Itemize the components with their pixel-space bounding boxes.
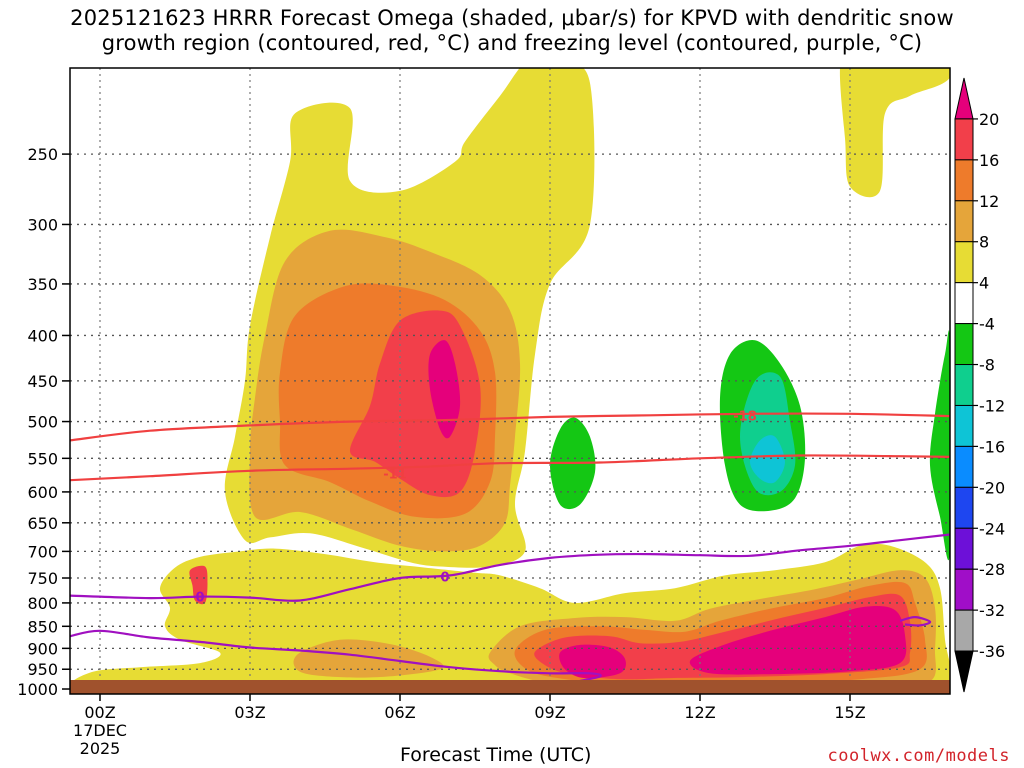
colorbar-band-bottom — [954, 650, 974, 693]
y-tick-label-300: 300 — [27, 215, 58, 234]
y-tick-label-1000: 1000 — [17, 680, 58, 699]
y-tick-label-250: 250 — [27, 145, 58, 164]
freezing-contour-0 — [70, 533, 950, 602]
omega-region-neg8-20 — [929, 330, 950, 561]
colorbar-label-3: 8 — [979, 233, 989, 252]
colorbar-band-9 — [954, 445, 974, 488]
omega-region-pos20-6 — [428, 340, 461, 439]
x-axis-label: Forecast Time (UTC) — [400, 744, 592, 766]
colorbar-label-8: -16 — [979, 437, 1005, 456]
y-tick-label-650: 650 — [27, 514, 58, 533]
x-date-label-day: 17DEC — [73, 721, 127, 740]
chart-title-line2: growth region (contoured, red, °C) and f… — [101, 31, 923, 55]
y-tick-label-800: 800 — [27, 594, 58, 613]
omega-region-pos4-2 — [839, 68, 950, 198]
y-tick-label-350: 350 — [27, 275, 58, 294]
y-tick-label-400: 400 — [27, 326, 58, 345]
y-tick-label-450: 450 — [27, 372, 58, 391]
dgz-contour-0 — [70, 412, 950, 442]
colorbar-band-3 — [954, 200, 974, 243]
y-tick-label-550: 550 — [27, 449, 58, 468]
x-tick-label-9: 09Z — [534, 703, 565, 722]
colorbar-band-13 — [954, 609, 974, 652]
omega-region-pos16-13 — [189, 565, 208, 605]
dgz-contour-label-1: -11 — [383, 467, 407, 482]
y-tick-label-850: 850 — [27, 617, 58, 636]
x-date-label-year: 2025 — [80, 739, 121, 758]
colorbar-label-13: -36 — [979, 642, 1005, 661]
ground-surface — [70, 680, 950, 694]
chart-title-line1: 2025121623 HRRR Forecast Omega (shaded, … — [70, 6, 954, 30]
y-tick-label-950: 950 — [27, 660, 58, 679]
colorbar-label-6: -8 — [979, 356, 995, 375]
colorbar-label-4: 4 — [979, 274, 989, 293]
freezing-contour-label-1: 0 — [195, 591, 204, 606]
x-tick-label-12: 12Z — [684, 703, 715, 722]
freezing-contour-1 — [70, 629, 651, 687]
omega-region-neg4-14 — [84, 176, 208, 447]
y-tick-label-900: 900 — [27, 639, 58, 658]
colorbar-band-top — [954, 77, 974, 120]
x-tick-label-0: 00Z — [84, 703, 115, 722]
y-tick-label-500: 500 — [27, 413, 58, 432]
colorbar-label-7: -12 — [979, 396, 1005, 415]
colorbar-band-2 — [954, 159, 974, 202]
x-tick-label-15: 15Z — [834, 703, 865, 722]
freezing-contour-label-0: 0 — [440, 570, 449, 585]
omega-region-pos20-12 — [689, 606, 907, 675]
colorbar-label-12: -32 — [979, 601, 1005, 620]
colorbar-label-5: -4 — [979, 315, 995, 334]
freezing-contour-2 — [899, 615, 932, 627]
colorbar-band-10 — [954, 486, 974, 529]
y-tick-label-750: 750 — [27, 569, 58, 588]
credit-link[interactable]: coolwx.com/models — [827, 746, 1010, 766]
omega-region-neg16-22 — [750, 435, 785, 484]
dgz-contour-1 — [70, 454, 950, 482]
chart-title: 2025121623 HRRR Forecast Omega (shaded, … — [0, 6, 1024, 56]
colorbar-band-5 — [954, 282, 974, 325]
colorbar-label-1: 16 — [979, 151, 999, 170]
colorbar-label-9: -20 — [979, 478, 1005, 497]
x-tick-label-6: 06Z — [384, 703, 415, 722]
colorbar-band-8 — [954, 404, 974, 447]
colorbar-label-10: -24 — [979, 519, 1005, 538]
y-tick-label-700: 700 — [27, 542, 58, 561]
x-tick-label-3: 03Z — [234, 703, 265, 722]
colorbar-band-6 — [954, 323, 974, 366]
y-tick-label-600: 600 — [27, 483, 58, 502]
colorbar-band-11 — [954, 527, 974, 570]
colorbar-label-2: 12 — [979, 192, 999, 211]
colorbar-band-1 — [954, 118, 974, 161]
colorbar-label-0: 20 — [979, 110, 999, 129]
colorbar-band-12 — [954, 568, 974, 611]
colorbar-band-7 — [954, 364, 974, 406]
colorbar-band-4 — [954, 241, 974, 284]
colorbar-label-11: -28 — [979, 560, 1005, 579]
dgz-contour-label-0: -18 — [733, 409, 757, 424]
